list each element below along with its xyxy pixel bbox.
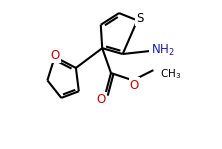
Text: CH$_3$: CH$_3$ <box>160 68 181 81</box>
Text: S: S <box>136 12 143 25</box>
Text: NH$_2$: NH$_2$ <box>151 43 175 58</box>
Text: O: O <box>97 93 106 106</box>
Text: O: O <box>50 49 59 62</box>
Text: O: O <box>130 79 139 92</box>
